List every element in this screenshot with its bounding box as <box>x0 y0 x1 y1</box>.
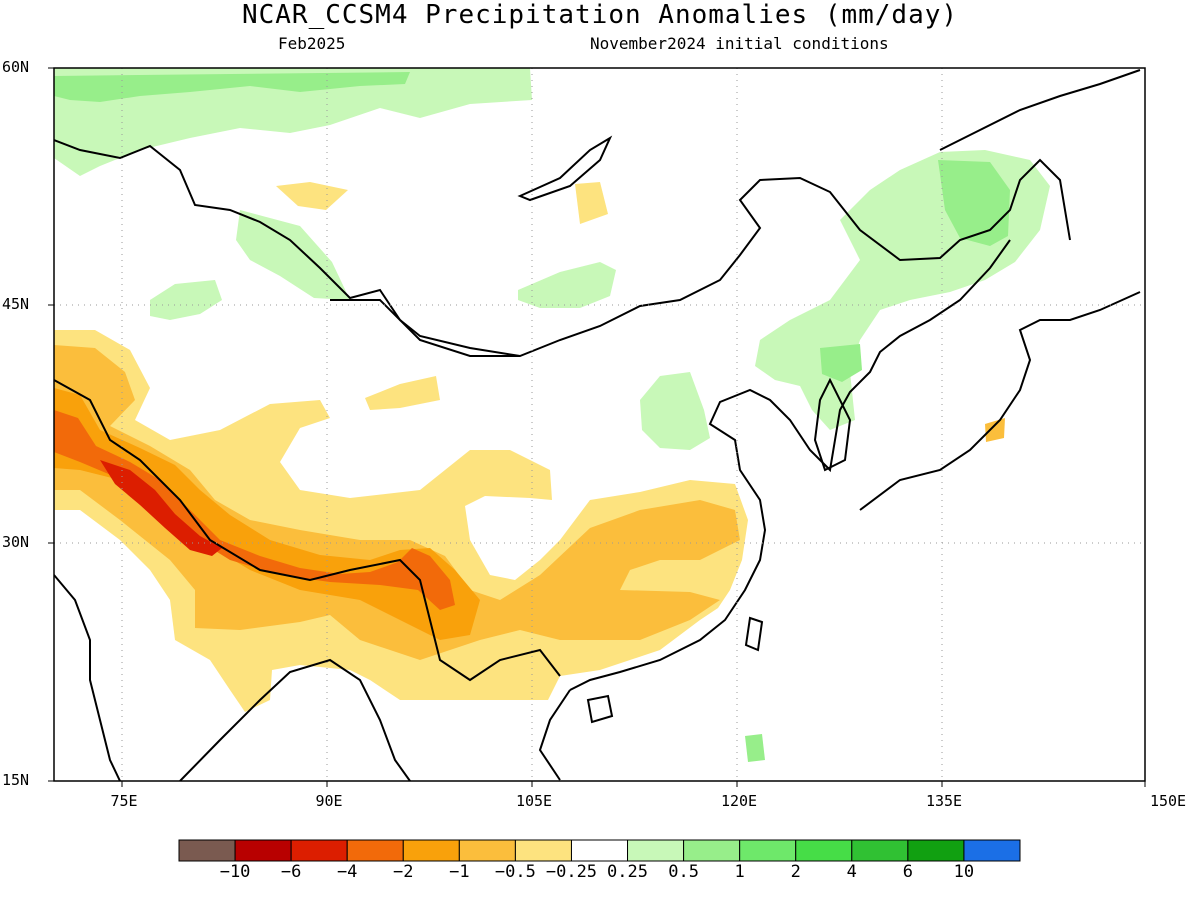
colorbar-label: 6 <box>902 862 913 882</box>
colorbar-labels: −10 −6 −4 −2 −1 −0.5 −0.25 0.25 0.5 1 2 4 6 10 <box>0 862 1200 886</box>
anomaly-wet-taiwan <box>745 734 765 762</box>
colorbar-label: 1 <box>734 862 745 882</box>
lat-label-15n: 15N <box>2 771 30 789</box>
lon-label-120e: 120E <box>720 792 758 810</box>
anomaly-dry-himalaya-extreme <box>100 460 222 556</box>
anomaly-wet-siberia-light <box>54 68 532 176</box>
colorbar-label: −10 <box>219 862 251 882</box>
coastline-russia-north <box>54 139 1071 358</box>
lat-label-45n: 45N <box>2 295 30 313</box>
colorbar-swatch <box>234 839 292 862</box>
anomaly-wet-kazakh <box>236 210 350 300</box>
lon-label-105e: 105E <box>515 792 553 810</box>
lat-label-60n: 60N <box>2 58 30 76</box>
border-himalaya <box>54 379 561 682</box>
colorbar-label: 0.25 <box>607 862 649 882</box>
colorbar-label: 0.5 <box>668 862 699 882</box>
coastline-russia-pacific <box>939 69 1141 151</box>
lon-label-75e: 75E <box>110 792 138 810</box>
anomaly-wet-mongolia <box>518 262 616 308</box>
colorbar-label: −0.25 <box>545 862 598 882</box>
anomaly-wet-north-china <box>640 372 710 450</box>
anomaly-dry-japan-patch <box>985 418 1005 442</box>
coastline-bay-of-bengal <box>179 658 411 781</box>
colorbar-label: −4 <box>336 862 358 882</box>
colorbar-swatch <box>907 839 965 862</box>
anomaly-dry-mid-band <box>54 345 740 660</box>
lon-label-150e: 150E <box>1149 792 1187 810</box>
anomaly-dry-gobi-patch <box>365 376 440 410</box>
border-mongolia <box>330 299 520 357</box>
anomaly-wet-siberia-mid <box>54 72 410 102</box>
anomaly-wet-balkhash <box>150 280 222 320</box>
colorbar-swatch <box>290 839 348 862</box>
colorbar-swatch <box>178 839 236 862</box>
colorbar-swatch <box>627 839 685 862</box>
init-conditions-label: November2024 initial conditions <box>590 34 889 53</box>
lon-label-135e: 135E <box>925 792 963 810</box>
colorbar-swatch <box>963 839 1021 862</box>
anomaly-dry-north-patch <box>276 182 348 210</box>
colorbar-label: 10 <box>953 862 975 882</box>
map-title: NCAR_CCSM4 Precipitation Anomalies (mm/d… <box>241 0 959 30</box>
coastline-indochina <box>538 689 571 781</box>
coastline-india <box>54 574 121 781</box>
colorbar-swatch <box>795 839 853 862</box>
lon-label-90e: 90E <box>315 792 343 810</box>
anomaly-dry-baikal-patch <box>575 182 608 224</box>
colorbar-swatch <box>683 839 741 862</box>
lat-label-30n: 30N <box>2 533 30 551</box>
map-frame <box>53 67 1146 782</box>
anomaly-wet-manchuria-mid <box>938 160 1010 246</box>
colorbar-swatch <box>458 839 516 862</box>
anomaly-wet-korea <box>820 344 862 382</box>
coastline-japan <box>859 291 1141 511</box>
coastline-east-asia <box>569 239 1011 691</box>
coastline-taiwan <box>744 616 764 652</box>
lake-baikal <box>517 135 613 202</box>
axis-ticks <box>48 67 1146 787</box>
colorbar-swatch <box>739 839 797 862</box>
coastline-hainan <box>586 694 614 724</box>
colorbar-swatch <box>346 839 404 862</box>
coastline-korea <box>813 377 852 472</box>
colorbar <box>178 839 1021 862</box>
map-area <box>54 68 1145 781</box>
colorbar-label: −2 <box>393 862 414 882</box>
valid-month-label: Feb2025 <box>278 34 346 53</box>
colorbar-swatch <box>514 839 572 862</box>
colorbar-label: −6 <box>280 862 302 882</box>
grid-lines <box>54 68 1145 781</box>
colorbar-label: 2 <box>790 862 801 882</box>
colorbar-label: −0.5 <box>494 862 536 882</box>
colorbar-swatch <box>402 839 460 862</box>
colorbar-label: 4 <box>846 862 857 882</box>
colorbar-label: −1 <box>449 862 470 882</box>
colorbar-swatch <box>570 839 629 862</box>
colorbar-swatch <box>851 839 909 862</box>
